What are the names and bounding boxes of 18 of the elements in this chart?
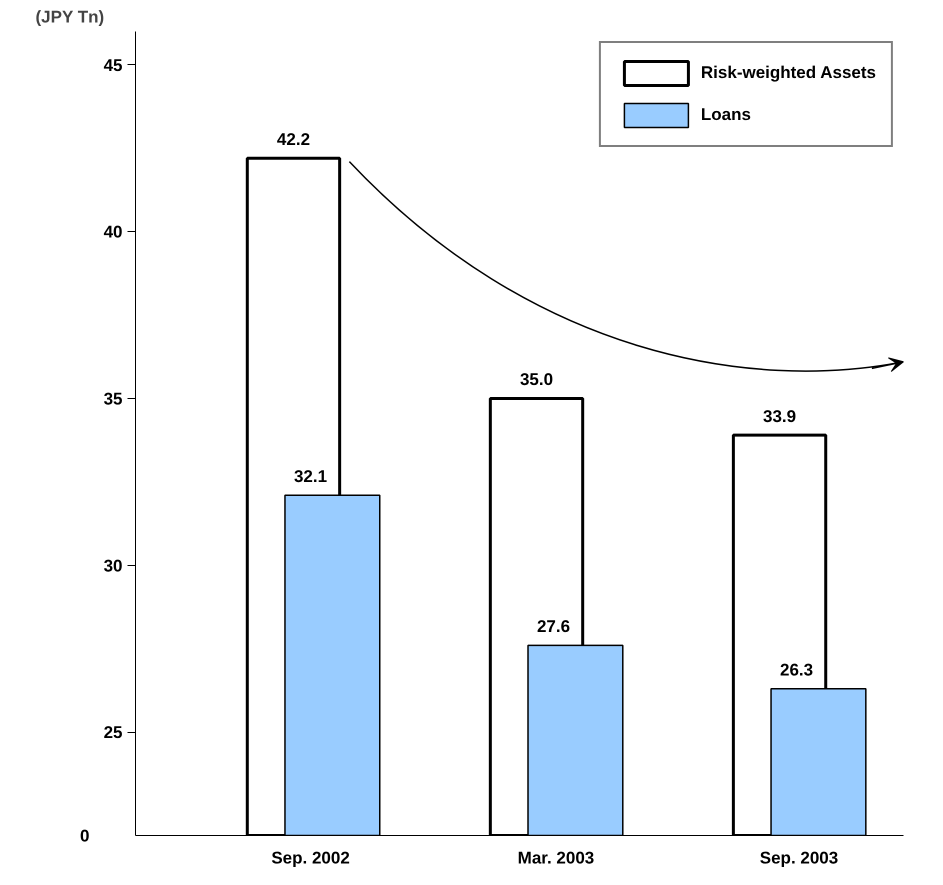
y-tick-label: 35 xyxy=(104,389,123,408)
y-axis-title: (JPY Tn) xyxy=(36,8,104,26)
x-tick-label: Mar. 2003 xyxy=(518,848,594,868)
legend-label: Loans xyxy=(700,105,751,125)
data-label: 33.9 xyxy=(763,406,796,426)
y-tick-label: 45 xyxy=(104,56,123,75)
data-label: 26.3 xyxy=(780,660,814,680)
x-tick-label: Sep. 2002 xyxy=(271,848,350,868)
x-tick-label: Sep. 2003 xyxy=(760,848,838,868)
text: 0 xyxy=(80,826,90,846)
y-tick-label: 40 xyxy=(104,222,123,242)
y-tick-label: 25 xyxy=(104,723,123,742)
data-label: 27.6 xyxy=(536,617,570,636)
data-label: 32.1 xyxy=(294,466,328,486)
data-label: 42.2 xyxy=(276,130,310,149)
y-tick-label: 30 xyxy=(104,556,123,576)
data-label: 35.0 xyxy=(520,370,554,390)
legend-label: Risk-weighted Assets xyxy=(700,63,876,83)
